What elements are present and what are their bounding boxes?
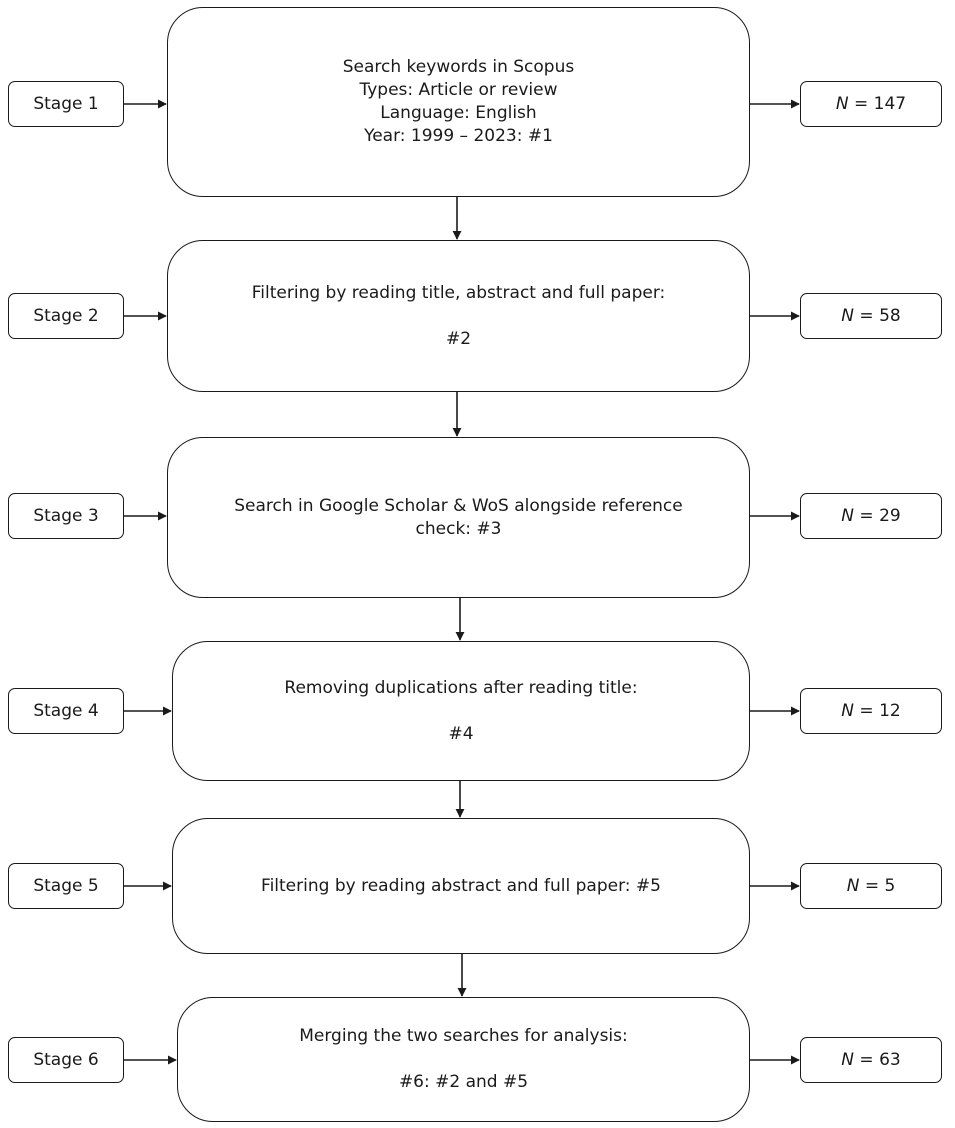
stage-5-count-box: N = 5 xyxy=(800,863,942,909)
stage-2-count-var: N xyxy=(841,306,855,326)
stage-1-process-line-1: Search keywords in Scopus xyxy=(342,57,575,77)
stage-1-count-box: N = 147 xyxy=(800,81,942,127)
stage-4-process-box: Removing duplications after reading titl… xyxy=(172,641,750,781)
stage-5-count: N = 5 xyxy=(847,876,896,896)
stage-5-label: Stage 5 xyxy=(33,876,99,896)
stage-1-process-line-4: Year: 1999 – 2023: #1 xyxy=(364,126,553,146)
stage-3-process-line-1: Search in Google Scholar & WoS alongside… xyxy=(234,495,683,516)
stage-3-count-box: N = 29 xyxy=(800,493,942,539)
stage-6-process-line-3: #6: #2 and #5 xyxy=(398,1072,529,1092)
stage-6-count: N = 63 xyxy=(841,1050,900,1070)
stage-5-count-value: = 5 xyxy=(864,876,896,896)
stage-6-count-var: N xyxy=(841,1050,855,1070)
stage-4-label-box: Stage 4 xyxy=(8,688,124,734)
stage-6-label-box: Stage 6 xyxy=(8,1037,124,1083)
stage-2-process-box: Filtering by reading title, abstract and… xyxy=(167,240,750,392)
stage-5-process-box: Filtering by reading abstract and full p… xyxy=(172,818,750,954)
stage-6-count-value: = 63 xyxy=(859,1050,901,1070)
stage-4-label: Stage 4 xyxy=(33,701,99,721)
stage-3-label-box: Stage 3 xyxy=(8,493,124,539)
stage-5-count-var: N xyxy=(846,876,860,896)
stage-4-count: N = 12 xyxy=(841,701,900,721)
stage-2-count-box: N = 58 xyxy=(800,293,942,339)
stage-1-count-value: = 147 xyxy=(854,94,907,114)
stage-5-process-line-1: Filtering by reading abstract and full p… xyxy=(261,875,661,896)
stage-1-count: N = 147 xyxy=(836,94,906,114)
stage-2-label-box: Stage 2 xyxy=(8,293,124,339)
stage-1-process-box: Search keywords in Scopus Types: Article… xyxy=(167,7,750,197)
stage-2-process-line-1: Filtering by reading title, abstract and… xyxy=(251,282,666,303)
stage-2-process-line-3: #2 xyxy=(445,328,472,349)
stage-4-count-box: N = 12 xyxy=(800,688,942,734)
stage-6-count-box: N = 63 xyxy=(800,1037,942,1083)
stage-2-count: N = 58 xyxy=(841,306,900,326)
stage-3-count-var: N xyxy=(841,506,855,526)
stage-3-count: N = 29 xyxy=(841,506,900,526)
stage-3-label: Stage 3 xyxy=(33,506,99,526)
stage-1-count-var: N xyxy=(835,94,849,114)
stage-6-process-box: Merging the two searches for analysis: #… xyxy=(177,997,750,1122)
stage-4-process-line-3: #4 xyxy=(448,723,474,744)
stage-4-process-line-1: Removing duplications after reading titl… xyxy=(284,677,638,698)
stage-3-process-box: Search in Google Scholar & WoS alongside… xyxy=(167,437,750,598)
stage-1-label-box: Stage 1 xyxy=(8,81,124,127)
stage-2-label: Stage 2 xyxy=(33,306,99,326)
stage-3-count-value: = 29 xyxy=(859,506,901,526)
stage-1-process-line-2: Types: Article or review xyxy=(359,80,558,100)
stage-3-process-line-2: check: #3 xyxy=(415,518,502,539)
stage-2-count-value: = 58 xyxy=(859,306,901,326)
stage-1-label: Stage 1 xyxy=(33,94,99,114)
stage-6-label: Stage 6 xyxy=(33,1050,99,1070)
stage-1-process-line-3: Language: English xyxy=(380,103,537,123)
stage-4-count-var: N xyxy=(841,701,855,721)
stage-6-process-line-1: Merging the two searches for analysis: xyxy=(299,1026,628,1046)
stage-4-count-value: = 12 xyxy=(859,701,901,721)
stage-5-label-box: Stage 5 xyxy=(8,863,124,909)
